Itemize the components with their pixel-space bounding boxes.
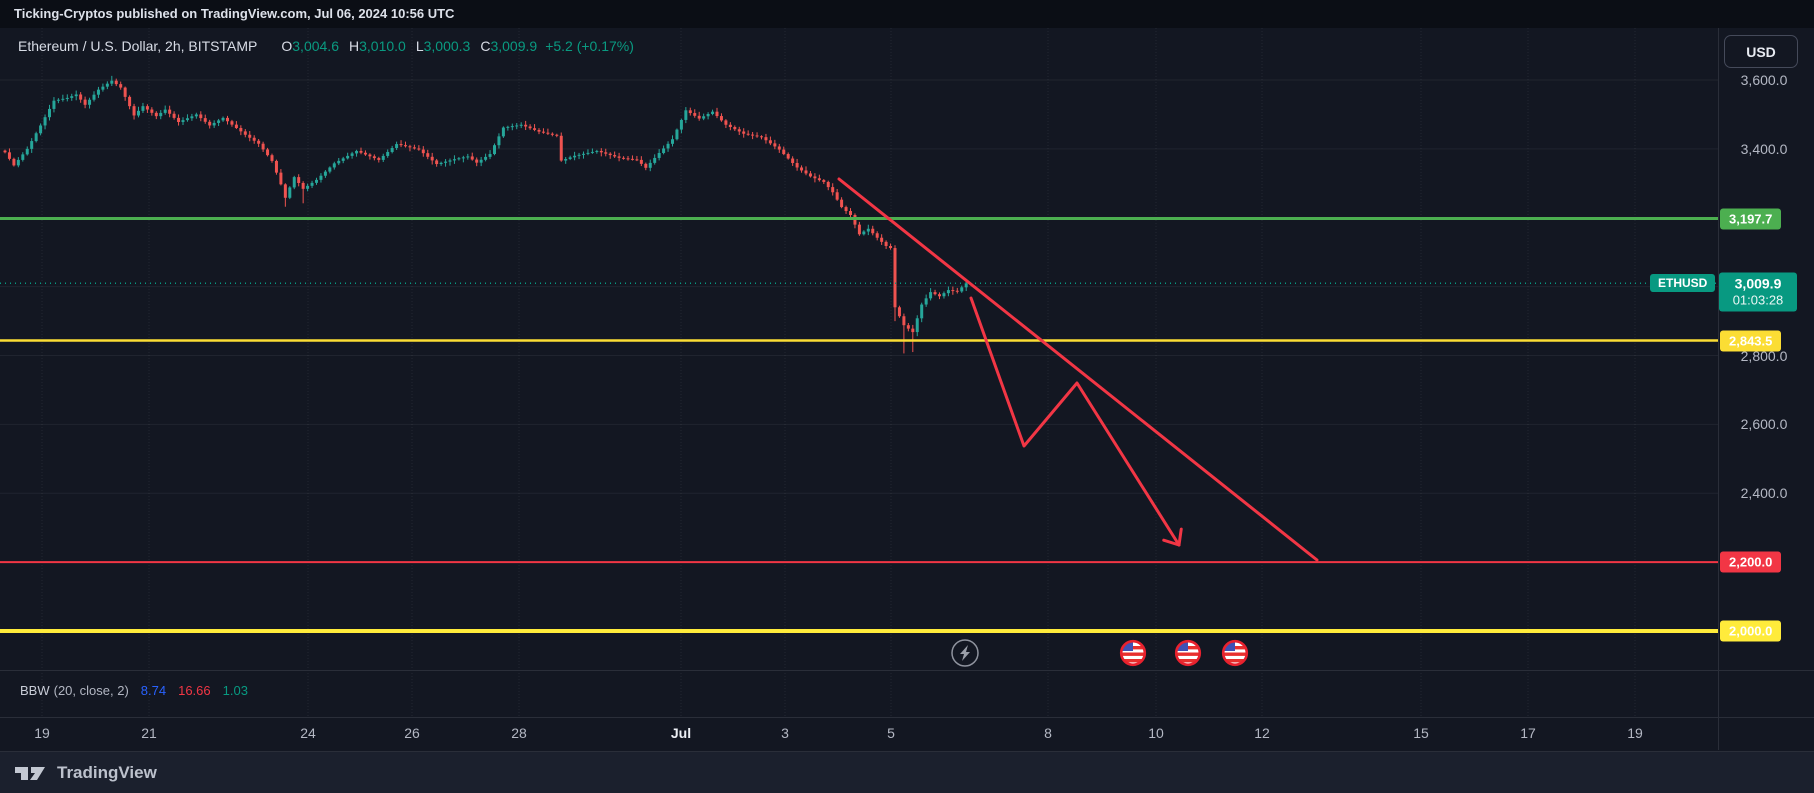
ohlc-value: 3,009.9	[490, 38, 538, 54]
time-tick-label: Jul	[670, 725, 692, 741]
indicator-legend[interactable]: BBW (20, close, 2) 8.74 16.66 1.03	[20, 683, 248, 698]
price-tick-label: 3,600.0	[1740, 72, 1788, 88]
last-price-value: 3,009.9	[1734, 275, 1782, 292]
price-tick-label: 2,800.0	[1740, 347, 1788, 364]
ohlc-values: O3,004.6 H3,010.0 L3,000.3 C3,009.9	[271, 38, 537, 54]
indicator-value: 16.66	[178, 683, 211, 698]
price-tick-label: 3,400.0	[1740, 140, 1788, 157]
symbol-title[interactable]: Ethereum / U.S. Dollar, 2h, BITSTAMP	[18, 38, 258, 54]
price-axis-border	[1718, 28, 1719, 750]
tradingview-logo-icon[interactable]	[13, 760, 47, 786]
symbol-price-tag: ETHUSD	[1650, 274, 1716, 293]
time-tick-label: 5	[887, 725, 895, 741]
time-tick-label: 15	[1413, 725, 1429, 741]
us-flag-event-icon[interactable]	[1174, 639, 1202, 667]
indicator-params: (20, close, 2)	[53, 683, 129, 698]
ohlc-value: 3,000.3	[423, 38, 471, 54]
time-tick-label: 21	[141, 725, 157, 741]
zigzag-arrow-drawing[interactable]	[969, 296, 1181, 547]
ohlc-value: 3,010.0	[359, 38, 406, 54]
ohlc-value: 3,004.6	[292, 38, 339, 54]
ohlc-key: C	[480, 38, 491, 54]
attribution-bar: Ticking-Cryptos published on TradingView…	[0, 0, 1814, 28]
trend-drawings[interactable]	[837, 177, 1319, 562]
ohlc-key: H	[348, 38, 360, 54]
time-tick-label: 10	[1148, 725, 1164, 741]
us-flag-event-icon[interactable]	[1119, 639, 1147, 667]
change-value: +5.2 (+0.17%)	[545, 38, 634, 54]
level-price-label[interactable]: 3,197.7	[1720, 208, 1782, 230]
indicator-name[interactable]: BBW	[20, 683, 50, 698]
level-price-label[interactable]: 2,200.0	[1720, 551, 1782, 573]
attribution-text: Ticking-Cryptos published on TradingView…	[14, 6, 455, 21]
indicator-pane-separator[interactable]	[0, 717, 1814, 718]
last-price-label[interactable]: 3,009.9 01:03:28	[1719, 272, 1797, 312]
lightning-icon[interactable]	[951, 639, 979, 667]
time-tick-label: 26	[404, 725, 420, 741]
pane-separator[interactable]	[0, 670, 1814, 671]
bar-countdown: 01:03:28	[1732, 292, 1784, 308]
price-tick-label: 2,400.0	[1740, 485, 1788, 502]
ohlc-key: O	[281, 38, 293, 54]
us-flag-event-icon[interactable]	[1221, 639, 1249, 667]
arrowhead-wing	[1162, 538, 1181, 547]
time-tick-label: 19	[34, 725, 50, 741]
ohlc-key: L	[415, 38, 424, 54]
time-tick-label: 3	[781, 725, 789, 741]
time-tick-label: 19	[1627, 725, 1643, 741]
symbol-header[interactable]: Ethereum / U.S. Dollar, 2h, BITSTAMP O3,0…	[18, 38, 634, 54]
tradingview-brand-text[interactable]: TradingView	[57, 762, 157, 782]
time-tick-label: 28	[511, 725, 527, 741]
candlestick-series[interactable]	[3, 75, 968, 354]
indicator-values: 8.74 16.66 1.03	[129, 683, 248, 698]
trendline-drawing[interactable]	[837, 177, 1319, 562]
grid-lines[interactable]	[0, 28, 1718, 717]
time-tick-label: 24	[300, 725, 316, 741]
footer-bar: TradingView	[0, 751, 1814, 793]
time-tick-label: 8	[1044, 725, 1052, 741]
currency-toggle-button[interactable]: USD	[1724, 35, 1798, 68]
time-tick-label: 17	[1520, 725, 1536, 741]
indicator-value: 8.74	[140, 683, 167, 698]
event-icons-row[interactable]	[951, 639, 1249, 667]
time-tick-label: 12	[1254, 725, 1270, 741]
arrowhead-wing	[1177, 527, 1183, 547]
level-price-label[interactable]: 2,000.0	[1720, 620, 1782, 642]
price-tick-label: 2,600.0	[1740, 416, 1788, 433]
price-level-lines[interactable]	[0, 217, 1718, 633]
indicator-value: 1.03	[222, 683, 248, 698]
level-price-label[interactable]: 2,843.5	[1720, 330, 1782, 352]
